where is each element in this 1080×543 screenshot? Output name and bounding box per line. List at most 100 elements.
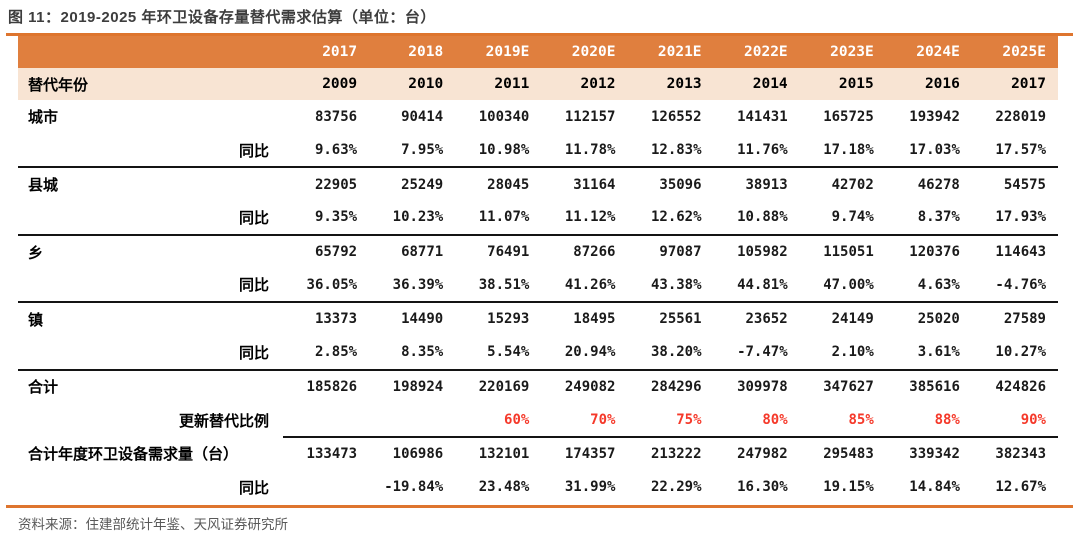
- value-cell: 132101: [478, 446, 530, 463]
- table-row-township-yoy: 同比 36.05% 36.39% 38.51% 41.26% 43.38% 44.81% 47…: [18, 268, 1058, 304]
- value-cell: 15293: [487, 311, 530, 328]
- value-cell: 133473: [306, 446, 358, 463]
- value-cell: 8.37%: [885, 201, 972, 236]
- value-cell: 7.95%: [369, 133, 456, 169]
- value-cell: 382343: [995, 446, 1046, 463]
- value-cell: 90%: [971, 403, 1058, 438]
- value-cell: 2.10%: [799, 335, 886, 371]
- row-label: 更新替代比例: [178, 412, 269, 430]
- value-cell: 198924: [392, 378, 444, 395]
- value-cell: 14490: [401, 311, 444, 328]
- value-cell: 75%: [627, 403, 714, 438]
- value-cell: 80%: [713, 403, 800, 438]
- value-cell: 193942: [909, 108, 960, 125]
- value-cell: 87266: [573, 244, 616, 261]
- header-year-cell: 2017: [322, 44, 358, 60]
- value-cell: 44.81%: [713, 268, 800, 304]
- row-label: 合计: [28, 379, 59, 397]
- replacement-year-cell: 2009: [322, 76, 358, 92]
- value-cell: 2.85%: [283, 335, 370, 371]
- value-cell: 54575: [1003, 176, 1046, 193]
- header-year-cell: 2023E: [830, 44, 874, 60]
- table-row-annual-demand-yoy: 同比 -19.84% 23.48% 31.99% 22.29% 16.30% 19.15% 1…: [18, 471, 1058, 505]
- table-row-annual-demand: 合计年度环卫设备需求量（台） 133473 106986 132101 174357 21…: [18, 437, 1058, 471]
- value-cell: 12.62%: [627, 201, 714, 236]
- row-label: 镇: [28, 311, 44, 329]
- value-cell: 100340: [478, 108, 530, 125]
- header-year-cell: 2020E: [571, 44, 616, 60]
- value-cell: 42702: [831, 176, 874, 193]
- value-cell: [283, 403, 370, 438]
- value-cell: [283, 471, 369, 505]
- value-cell: 11.76%: [713, 133, 800, 169]
- value-cell: 88%: [885, 403, 972, 438]
- row-label: 城市: [28, 109, 59, 127]
- value-cell: 23652: [745, 311, 788, 328]
- value-cell: 38.51%: [455, 268, 542, 304]
- replacement-year-cell: 2017: [1011, 76, 1046, 92]
- row-label: 同比: [18, 201, 283, 236]
- row-label: 同比: [18, 268, 283, 304]
- value-cell: 65792: [314, 244, 358, 261]
- header-year-cell: 2022E: [744, 44, 788, 60]
- value-cell: 249082: [564, 378, 616, 395]
- figure-title: 图 11：2019-2025 年环卫设备存量替代需求估算（单位：台）: [8, 9, 436, 26]
- value-cell: 20.94%: [541, 335, 628, 371]
- value-cell: 385616: [909, 378, 960, 395]
- value-cell: [369, 403, 456, 438]
- source-note: 资料来源：住建部统计年鉴、天风证券研究所: [18, 517, 288, 532]
- value-cell: 13373: [314, 311, 358, 328]
- value-cell: 105982: [737, 244, 788, 261]
- value-cell: 424826: [995, 378, 1046, 395]
- header-year-cell: 2019E: [485, 44, 530, 60]
- table-row-replace-ratio: 更新替代比例 60% 70% 75% 80% 85% 88% 90%: [18, 403, 1058, 438]
- value-cell: 36.39%: [369, 268, 456, 304]
- value-cell: 19.15%: [823, 479, 874, 496]
- value-cell: 9.74%: [799, 201, 886, 236]
- header-years-row: 2017 2018 2019E 2020E 2021E 2022E 2023E 2024E 20…: [18, 36, 1058, 68]
- value-cell: 68771: [401, 244, 444, 261]
- value-cell: 31164: [573, 176, 616, 193]
- table-body: 城市 83756 90414 100340 112157 126552 141431 1657…: [18, 100, 1058, 504]
- value-cell: 43.38%: [627, 268, 714, 304]
- value-cell: 97087: [659, 244, 702, 261]
- header-year-cell: 2021E: [657, 44, 702, 60]
- value-cell: 17.18%: [799, 133, 886, 169]
- value-cell: 339342: [909, 446, 960, 463]
- value-cell: 17.03%: [885, 133, 972, 169]
- value-cell: 22905: [314, 176, 358, 193]
- value-cell: 35096: [659, 176, 702, 193]
- value-cell: 47.00%: [799, 268, 886, 304]
- replacement-year-cell: 2014: [752, 76, 788, 92]
- value-cell: 295483: [823, 446, 874, 463]
- replacement-year-cell: 2015: [838, 76, 874, 92]
- replacement-years-label: 替代年份: [28, 76, 89, 94]
- table-bottom-border: [6, 505, 1073, 508]
- row-label: 同比: [238, 479, 269, 497]
- value-cell: 38913: [745, 176, 788, 193]
- value-cell: 247982: [737, 446, 788, 463]
- value-cell: 27589: [1003, 311, 1046, 328]
- replacement-year-cell: 2012: [580, 76, 616, 92]
- value-cell: 185826: [306, 378, 358, 395]
- table-row-city-yoy: 同比 9.63% 7.95% 10.98% 11.78% 12.83% 11.76% 17.1…: [18, 133, 1058, 169]
- value-cell: 284296: [650, 378, 702, 395]
- value-cell: 309978: [737, 378, 788, 395]
- value-cell: 31.99%: [564, 479, 616, 496]
- value-cell: 3.61%: [885, 335, 972, 371]
- value-cell: 165725: [823, 108, 874, 125]
- replacement-year-cell: 2011: [494, 76, 530, 92]
- replacement-year-cell: 2013: [666, 76, 702, 92]
- value-cell: 112157: [564, 108, 616, 125]
- table-row-town-yoy: 同比 2.85% 8.35% 5.54% 20.94% 38.20% -7.47% 2.10%…: [18, 335, 1058, 371]
- value-cell: 10.98%: [455, 133, 542, 169]
- row-label: 同比: [18, 335, 283, 371]
- replacement-year-cell: 2010: [408, 76, 444, 92]
- value-cell: 120376: [909, 244, 960, 261]
- value-cell: 76491: [487, 244, 530, 261]
- value-cell: 347627: [823, 378, 874, 395]
- header-year-cell: 2018: [408, 44, 444, 60]
- value-cell: 106986: [392, 446, 444, 463]
- header-year-cell: 2025E: [1002, 44, 1046, 60]
- value-cell: 41.26%: [541, 268, 628, 304]
